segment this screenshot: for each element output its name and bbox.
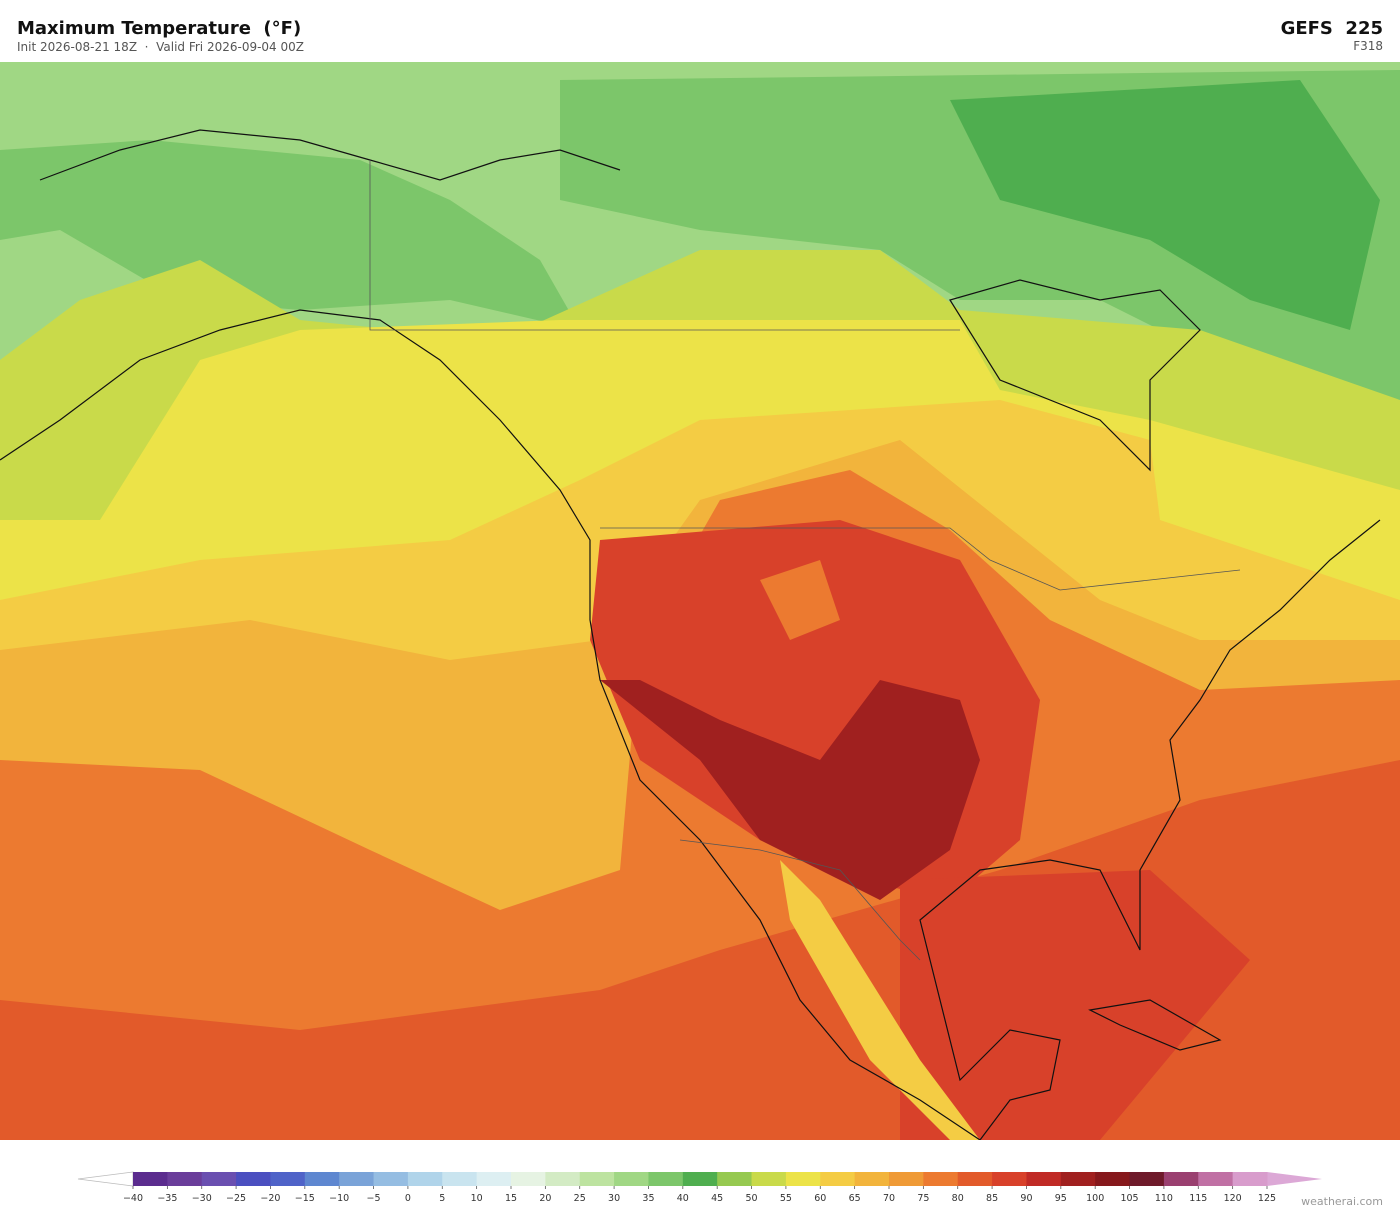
tick-label: 115	[1189, 1193, 1207, 1204]
tick-label: 125	[1258, 1193, 1276, 1204]
colorbar-bin	[1232, 1172, 1268, 1186]
tick-label: 45	[711, 1193, 723, 1204]
tick-label: −30	[192, 1193, 212, 1204]
tick-label: 120	[1224, 1193, 1242, 1204]
tick-label: 95	[1055, 1193, 1067, 1204]
colorbar-bin	[476, 1172, 512, 1186]
tick-label: 75	[917, 1193, 929, 1204]
tick-label: −20	[260, 1193, 280, 1204]
tick-label: 15	[505, 1193, 517, 1204]
colorbar-bin	[1026, 1172, 1062, 1186]
field	[0, 140, 580, 330]
field	[900, 870, 1250, 1140]
colorbar-bin	[614, 1172, 649, 1186]
model-label: GEFS 225	[1281, 18, 1383, 39]
colorbar-bin	[133, 1172, 168, 1186]
tick-label: −40	[123, 1193, 143, 1204]
colorbar-bin	[373, 1172, 409, 1186]
tick-label: 10	[471, 1193, 483, 1204]
colorbar-bin	[304, 1172, 340, 1186]
colorbar-bin	[545, 1172, 581, 1186]
colorbar-bin	[820, 1172, 856, 1186]
colorbar-over	[1267, 1172, 1322, 1186]
tick-label: 50	[745, 1193, 757, 1204]
field	[760, 560, 840, 640]
colorbar-bin	[751, 1172, 787, 1186]
colorbar-bin	[167, 1172, 203, 1186]
field	[780, 860, 980, 1140]
colorbar-bin	[1198, 1172, 1234, 1186]
colorbar-bin	[1060, 1172, 1096, 1186]
forecast-hour: F318	[1353, 39, 1383, 53]
colorbar: −40 −35 −30 −25 −20 −15 −10 −5 0 5 10 15 20 25 30 35 40 4…	[77, 1171, 1322, 1204]
colorbar-bin	[511, 1172, 546, 1186]
field	[950, 80, 1380, 330]
colorbar-bin	[648, 1172, 684, 1186]
border	[369, 160, 1241, 961]
credit: weatherai.com	[1301, 1195, 1383, 1208]
tick-label: 60	[814, 1193, 826, 1204]
colorbar-bin	[236, 1172, 271, 1186]
tick-label: −5	[367, 1193, 381, 1204]
colorbar-bin	[717, 1172, 753, 1186]
tick-label: −25	[226, 1193, 246, 1204]
tick-label: 0	[405, 1193, 411, 1204]
colorbar-under	[77, 1171, 134, 1187]
colorbar-bin	[957, 1172, 993, 1186]
colorbar-bin	[923, 1172, 959, 1186]
tick-label: 5	[439, 1193, 445, 1204]
tick-label: 110	[1155, 1193, 1173, 1204]
colorbar-bin	[407, 1172, 443, 1186]
tick-label: −15	[295, 1193, 315, 1204]
tick-label: 70	[883, 1193, 895, 1204]
colorbar-bin	[1095, 1172, 1131, 1186]
colorbar-bin	[442, 1172, 478, 1186]
tick-label: 35	[642, 1193, 654, 1204]
colorbar-bin	[854, 1172, 890, 1186]
tick-label: −10	[329, 1193, 349, 1204]
tick-label: 65	[849, 1193, 861, 1204]
field	[600, 680, 980, 900]
colorbar-bin	[682, 1172, 718, 1186]
colorbar-bin	[1129, 1172, 1165, 1186]
colorbar-bin	[785, 1172, 821, 1186]
tick-label: 20	[539, 1193, 551, 1204]
tick-label: 85	[986, 1193, 998, 1204]
tick-label: 55	[780, 1193, 792, 1204]
colorbar-bin	[339, 1172, 375, 1186]
tick-label: 90	[1020, 1193, 1032, 1204]
colorbar-bin	[1163, 1172, 1199, 1186]
map	[0, 62, 1400, 1140]
tick-label: 30	[608, 1193, 620, 1204]
colorbar-bin	[992, 1172, 1027, 1186]
subtitle: Init 2026-08-21 18Z · Valid Fri 2026-09-…	[17, 40, 304, 54]
colorbar-bin	[889, 1172, 924, 1186]
tick-label: 105	[1120, 1193, 1138, 1204]
colorbar-bin	[579, 1172, 615, 1186]
tick-label: 25	[574, 1193, 586, 1204]
tick-label: −35	[157, 1193, 177, 1204]
tick-label: 40	[677, 1193, 689, 1204]
tick-label: 100	[1086, 1193, 1104, 1204]
colorbar-bin	[270, 1172, 306, 1186]
title: Maximum Temperature (°F)	[17, 18, 301, 39]
tick-label: 80	[952, 1193, 964, 1204]
colorbar-bin	[201, 1172, 237, 1186]
